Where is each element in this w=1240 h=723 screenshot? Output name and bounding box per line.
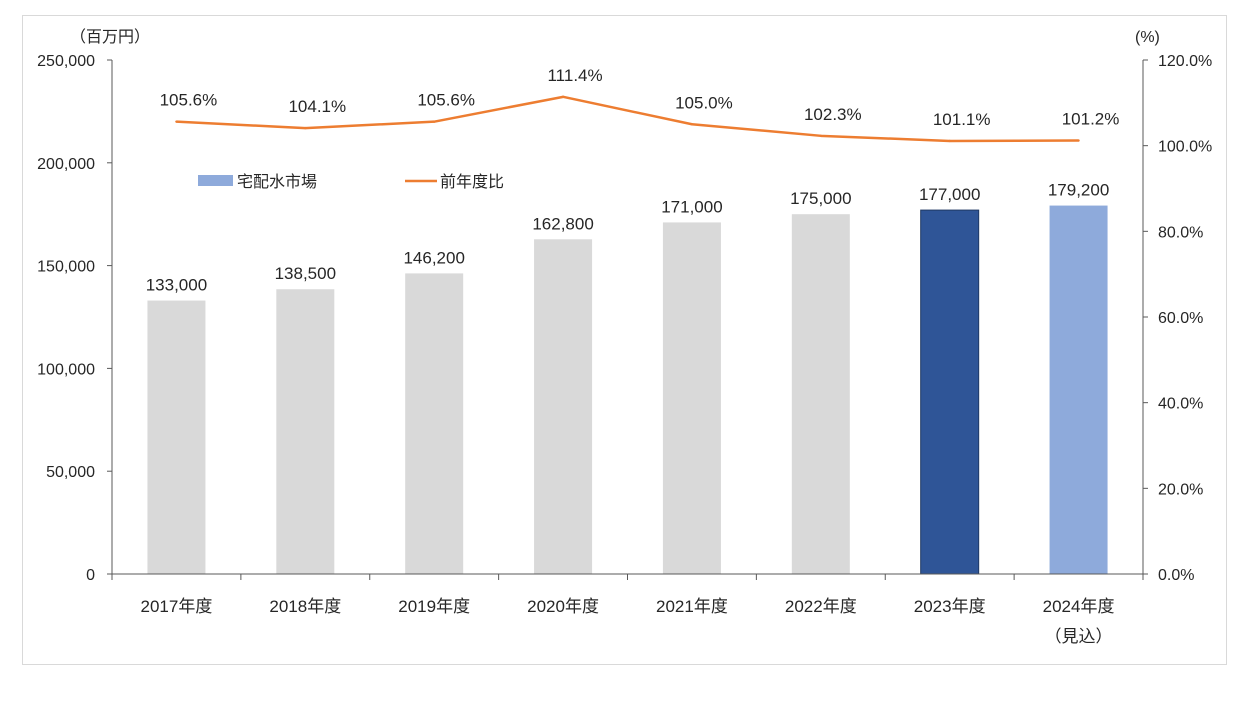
legend-label-ratio: 前年度比 (440, 173, 504, 191)
ratio-value-label: 101.1% (933, 110, 991, 129)
bar (534, 239, 593, 574)
ratio-point (690, 123, 694, 126)
bar (405, 273, 464, 574)
bar (276, 289, 335, 574)
right-axis-label: (%) (1135, 29, 1160, 46)
bar (791, 214, 850, 574)
legend-swatch-bar (198, 175, 233, 186)
legend: 宅配水市場 前年度比 (198, 173, 504, 191)
bar-value-label: 133,000 (146, 276, 207, 295)
ratio-value-label: 105.0% (675, 93, 733, 112)
ratio-value-label: 102.3% (804, 105, 862, 124)
x-tick-label: 2022年度 (785, 597, 857, 616)
bar-value-label: 138,500 (275, 264, 336, 283)
x-tick-label: 2017年度 (141, 597, 213, 616)
x-tick-label: 2024年度 (1043, 597, 1115, 616)
left-tick-label: 150,000 (37, 259, 95, 276)
ratio-value-label: 111.4% (547, 66, 602, 85)
ratio-value-label: 105.6% (417, 91, 475, 110)
ratio-value-label: 104.1% (288, 97, 346, 116)
bar-value-label: 146,200 (403, 248, 464, 267)
left-axis-label: （百万円） (70, 28, 150, 46)
bar-value-label: 177,000 (919, 185, 980, 204)
ratio-point (304, 126, 307, 130)
right-tick-label: 120.0% (1158, 53, 1212, 70)
chart-frame (22, 15, 1227, 665)
legend-label-market: 宅配水市場 (237, 173, 317, 191)
x-tick-label: 2021年度 (656, 597, 728, 616)
ratio-point (561, 95, 565, 99)
left-tick-label: 200,000 (37, 156, 95, 173)
x-tick-label: 2018年度 (269, 597, 341, 616)
right-tick-label: 40.0% (1158, 396, 1203, 413)
x-tick-label: 2019年度 (398, 597, 470, 616)
ratio-line (176, 95, 1079, 143)
right-tick-label: 60.0% (1158, 310, 1203, 327)
ratio-point (948, 139, 951, 143)
x-tick-label: 2020年度 (527, 597, 599, 616)
bar-value-label: 171,000 (661, 197, 722, 216)
bar (920, 209, 980, 575)
ratio-point (1077, 139, 1080, 142)
bar (1049, 205, 1108, 574)
bar-value-label: 175,000 (790, 189, 851, 208)
ratio-point (819, 134, 823, 138)
bar (662, 222, 721, 574)
bar-value-label: 162,800 (532, 214, 593, 233)
ratio-point (175, 120, 178, 123)
left-tick-label: 0 (86, 567, 95, 584)
right-tick-label: 20.0% (1158, 481, 1203, 498)
ratio-value-label: 105.6% (160, 91, 218, 110)
right-tick-label: 80.0% (1158, 224, 1203, 241)
ratio-value-label: 101.2% (1062, 110, 1120, 129)
left-tick-label: 250,000 (37, 53, 95, 70)
right-tick-label: 100.0% (1158, 139, 1212, 156)
left-tick-label: 100,000 (37, 361, 95, 378)
left-tick-label: 50,000 (46, 464, 95, 481)
x-tick-label: 2023年度 (914, 597, 986, 616)
ratio-point (432, 120, 436, 123)
bar (147, 300, 206, 574)
x-tick-sublabel: （見込） (1045, 627, 1113, 646)
bar-value-label: 179,200 (1048, 181, 1109, 200)
right-tick-label: 0.0% (1158, 567, 1194, 584)
